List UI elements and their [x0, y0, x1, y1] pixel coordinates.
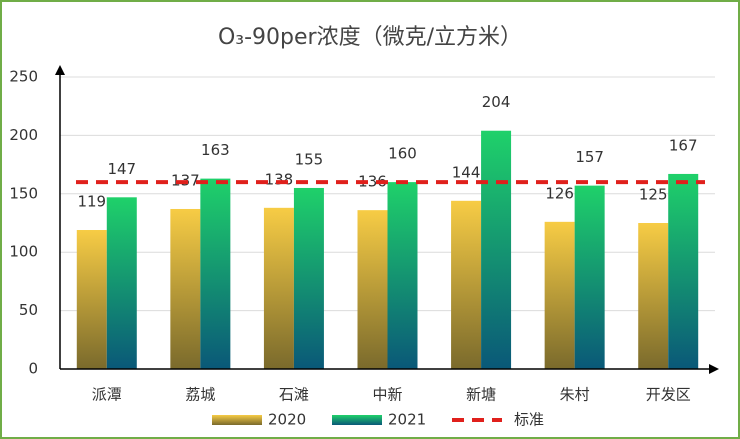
x-tick-label: 派潭: [92, 386, 122, 404]
bar: [451, 200, 482, 369]
bar: [481, 130, 512, 369]
value-label: 126: [545, 184, 574, 202]
value-label: 138: [265, 170, 294, 188]
x-tick-label: 石滩: [279, 386, 309, 404]
bar: [668, 173, 699, 369]
y-tick-label: 100: [9, 243, 38, 261]
bar: [200, 178, 231, 369]
value-label: 136: [358, 173, 387, 191]
x-tick-label: 新塘: [466, 386, 496, 404]
bar: [638, 223, 669, 369]
value-label: 167: [669, 136, 698, 154]
bar: [106, 197, 137, 369]
value-label: 147: [107, 160, 136, 178]
x-axis-arrow: [709, 364, 719, 374]
chart-title: O₃-90per浓度（微克/立方米）: [218, 25, 522, 50]
x-tick-label: 开发区: [646, 386, 691, 404]
x-tick-label: 朱村: [560, 386, 590, 404]
bar: [357, 210, 388, 369]
value-label: 204: [482, 93, 511, 111]
y-tick-label: 250: [9, 68, 38, 86]
value-label: 155: [295, 150, 324, 168]
bar: [544, 221, 575, 369]
value-label: 160: [388, 145, 417, 163]
bar: [387, 182, 418, 369]
bar: [76, 230, 107, 369]
value-label: 119: [77, 193, 106, 211]
y-tick-label: 0: [28, 360, 38, 378]
bar: [263, 207, 294, 369]
legend-label: 标准: [514, 411, 544, 429]
y-tick-label: 50: [19, 301, 38, 319]
legend-swatch: [212, 415, 262, 425]
bar: [293, 187, 324, 369]
x-tick-label: 中新: [372, 386, 402, 404]
bar: [170, 208, 201, 369]
legend-swatch: [332, 415, 382, 425]
bar: [574, 185, 605, 369]
y-axis-arrow: [55, 65, 65, 75]
value-label: 144: [452, 163, 481, 181]
value-label: 157: [575, 148, 604, 166]
y-tick-label: 200: [9, 126, 38, 144]
legend-label: 2020: [268, 411, 306, 429]
value-label: 125: [639, 186, 668, 204]
legend-label: 2021: [388, 411, 426, 429]
y-tick-label: 150: [9, 184, 38, 202]
value-label: 163: [201, 141, 230, 159]
x-tick-label: 荔城: [185, 386, 215, 404]
